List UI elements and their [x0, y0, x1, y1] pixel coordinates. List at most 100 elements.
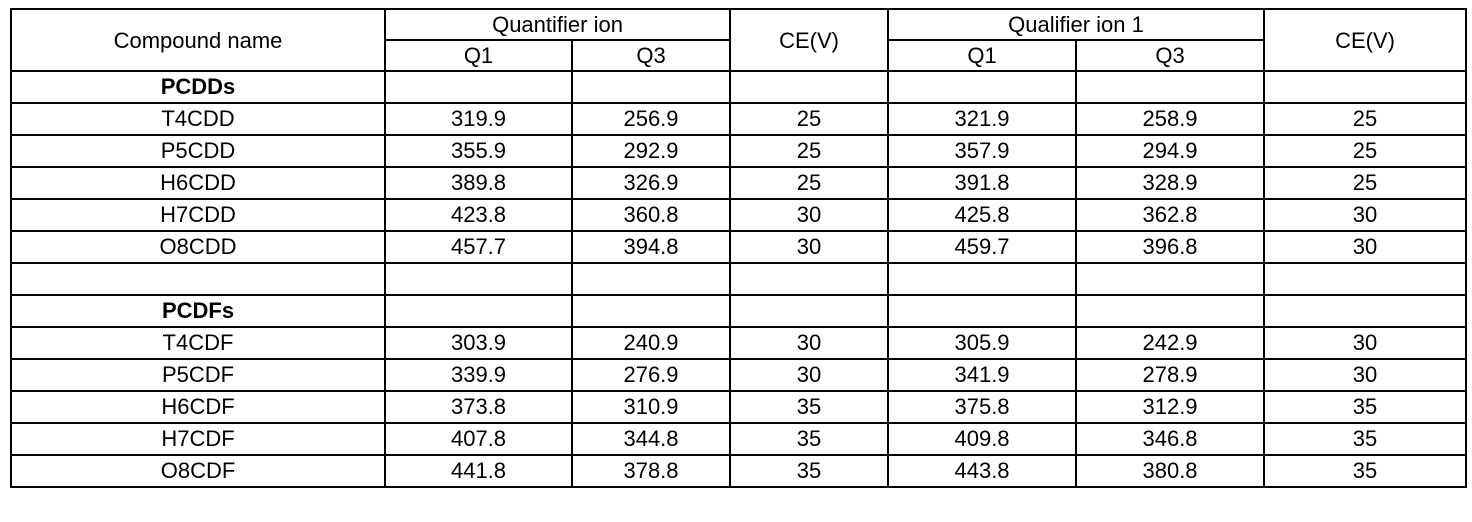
data-row: H6CDD 389.8 326.9 25 391.8 328.9 25	[10, 166, 1468, 200]
compound-cell: H7CDD	[10, 198, 386, 232]
value-cell: 30	[729, 230, 890, 264]
empty-cell	[570, 70, 732, 104]
value-cell: 258.9	[1075, 102, 1266, 136]
table-body: PCDDs T4CDD 319.9 256.9 25 321.9 258.9 25 P5CDD 3…	[10, 70, 1468, 488]
value-cell: 35	[729, 454, 890, 488]
value-cell: 341.9	[887, 358, 1078, 392]
value-cell: 25	[729, 102, 890, 136]
header-cell: Q3	[570, 39, 732, 72]
value-cell: 35	[1263, 454, 1468, 488]
value-cell: 380.8	[1075, 454, 1266, 488]
value-cell: 441.8	[384, 454, 573, 488]
header-cell: Compound name	[10, 8, 386, 72]
empty-cell	[729, 262, 890, 296]
value-cell: 25	[1263, 134, 1468, 168]
value-cell: 30	[1263, 198, 1468, 232]
section-title: PCDFs	[10, 294, 386, 328]
value-cell: 256.9	[570, 102, 732, 136]
value-cell: 357.9	[887, 134, 1078, 168]
compound-cell: T4CDD	[10, 102, 386, 136]
data-row: H6CDF 373.8 310.9 35 375.8 312.9 35	[10, 390, 1468, 424]
value-cell: 35	[729, 422, 890, 456]
compound-cell: O8CDD	[10, 230, 386, 264]
value-cell: 30	[729, 358, 890, 392]
value-cell: 294.9	[1075, 134, 1266, 168]
value-cell: 360.8	[570, 198, 732, 232]
data-row: O8CDD 457.7 394.8 30 459.7 396.8 30	[10, 230, 1468, 264]
header-cell: Q1	[384, 39, 573, 72]
value-cell: 409.8	[887, 422, 1078, 456]
header-cell: Q3	[1075, 39, 1266, 72]
data-row: H7CDF 407.8 344.8 35 409.8 346.8 35	[10, 422, 1468, 456]
value-cell: 30	[1263, 326, 1468, 360]
value-cell: 339.9	[384, 358, 573, 392]
value-cell: 35	[1263, 390, 1468, 424]
value-cell: 344.8	[570, 422, 732, 456]
value-cell: 310.9	[570, 390, 732, 424]
value-cell: 459.7	[887, 230, 1078, 264]
empty-cell	[729, 294, 890, 328]
compound-cell: T4CDF	[10, 326, 386, 360]
value-cell: 326.9	[570, 166, 732, 200]
empty-cell	[1075, 262, 1266, 296]
value-cell: 25	[1263, 166, 1468, 200]
header-cell: Q1	[887, 39, 1078, 72]
empty-cell	[1263, 70, 1468, 104]
value-cell: 35	[1263, 422, 1468, 456]
empty-cell	[570, 262, 732, 296]
value-cell: 35	[729, 390, 890, 424]
compound-cell: P5CDD	[10, 134, 386, 168]
section-row: PCDFs	[10, 294, 1468, 328]
value-cell: 305.9	[887, 326, 1078, 360]
header-group: Qualifier ion 1	[887, 8, 1266, 41]
empty-cell	[887, 70, 1078, 104]
value-cell: 373.8	[384, 390, 573, 424]
compound-cell: P5CDF	[10, 358, 386, 392]
value-cell: 425.8	[887, 198, 1078, 232]
empty-cell	[384, 262, 573, 296]
empty-cell	[1263, 294, 1468, 328]
value-cell: 389.8	[384, 166, 573, 200]
value-cell: 319.9	[384, 102, 573, 136]
empty-cell	[1263, 262, 1468, 296]
empty-cell	[1075, 294, 1266, 328]
compound-cell: H7CDF	[10, 422, 386, 456]
compound-cell: H6CDF	[10, 390, 386, 424]
empty-cell	[384, 294, 573, 328]
data-row: P5CDD 355.9 292.9 25 357.9 294.9 25	[10, 134, 1468, 168]
value-cell: 312.9	[1075, 390, 1266, 424]
value-cell: 25	[729, 134, 890, 168]
header-row: Compound name Quantifier ion CE(V) Quali…	[10, 8, 1468, 72]
value-cell: 346.8	[1075, 422, 1266, 456]
data-row: T4CDD 319.9 256.9 25 321.9 258.9 25	[10, 102, 1468, 136]
value-cell: 303.9	[384, 326, 573, 360]
value-cell: 443.8	[887, 454, 1078, 488]
value-cell: 25	[1263, 102, 1468, 136]
header-cell: CE(V)	[1263, 8, 1468, 72]
value-cell: 328.9	[1075, 166, 1266, 200]
header-group: Quantifier ion	[383, 8, 732, 41]
spacer-row	[10, 262, 1468, 296]
empty-cell	[1075, 70, 1266, 104]
value-cell: 242.9	[1075, 326, 1266, 360]
value-cell: 423.8	[384, 198, 573, 232]
value-cell: 391.8	[887, 166, 1078, 200]
value-cell: 25	[729, 166, 890, 200]
value-cell: 362.8	[1075, 198, 1266, 232]
data-row: H7CDD 423.8 360.8 30 425.8 362.8 30	[10, 198, 1468, 232]
value-cell: 30	[729, 198, 890, 232]
value-cell: 407.8	[384, 422, 573, 456]
value-cell: 240.9	[570, 326, 732, 360]
value-cell: 378.8	[570, 454, 732, 488]
empty-cell	[887, 262, 1078, 296]
compound-cell: O8CDF	[10, 454, 386, 488]
value-cell: 30	[1263, 230, 1468, 264]
empty-cell	[729, 70, 890, 104]
data-table: Compound name Quantifier ion CE(V) Quali…	[10, 8, 1468, 488]
value-cell: 30	[729, 326, 890, 360]
header-cell: CE(V)	[729, 8, 890, 72]
value-cell: 30	[1263, 358, 1468, 392]
value-cell: 292.9	[570, 134, 732, 168]
section-title: PCDDs	[10, 70, 386, 104]
